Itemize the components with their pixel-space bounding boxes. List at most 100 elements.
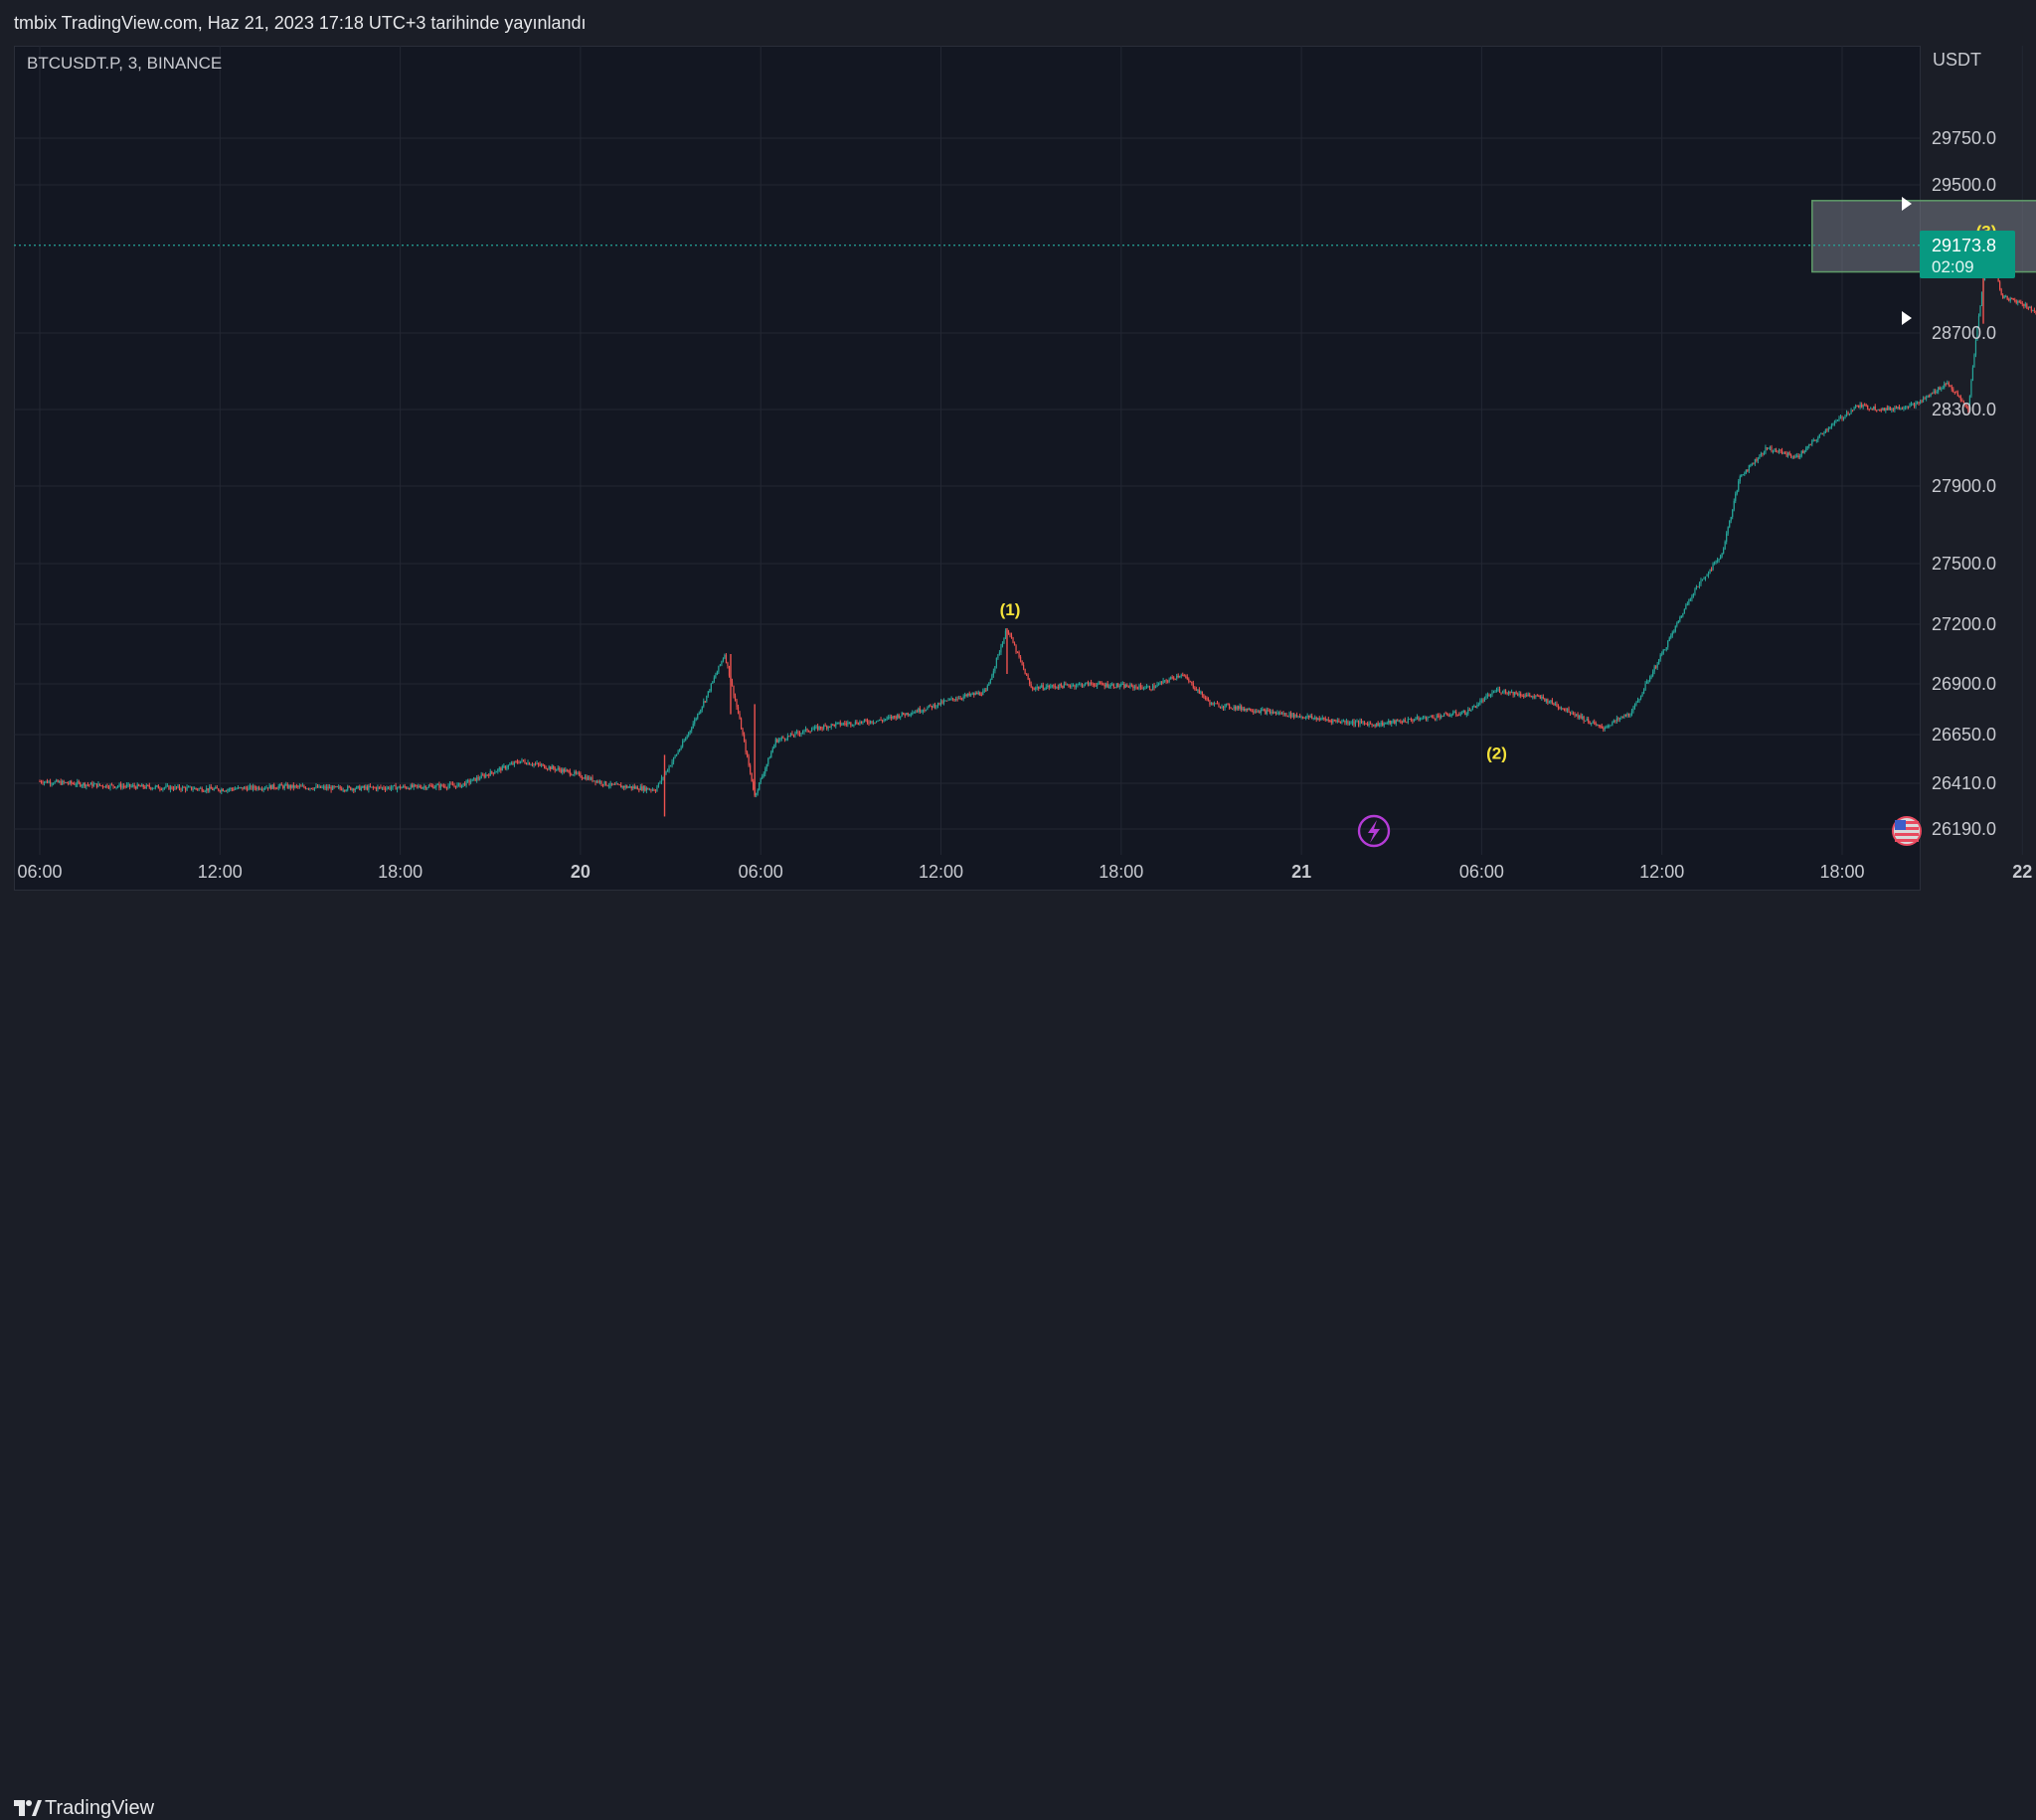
wave-label[interactable]: (2) — [1486, 745, 1507, 763]
candle-body — [322, 786, 325, 788]
candle-body — [1268, 710, 1270, 712]
candle-body — [810, 730, 813, 732]
candle-body — [282, 785, 284, 788]
candle-body — [1356, 721, 1358, 723]
candle-body — [1376, 723, 1378, 727]
candle-body — [1027, 675, 1029, 680]
candle-body — [360, 787, 362, 790]
candle-body — [1706, 575, 1708, 577]
candle-body — [1450, 715, 1452, 717]
candle-body — [387, 786, 390, 788]
candle-body — [743, 734, 746, 742]
candle-body — [671, 761, 673, 766]
candle-body — [1833, 420, 1836, 423]
candle-body — [1909, 404, 1911, 408]
price-chart[interactable]: (1)(2)(3)(4)(5)ABCDE 29750.029500.028700… — [0, 0, 2036, 943]
candle-body — [1103, 684, 1105, 687]
candle-body — [1156, 684, 1158, 687]
candle-body — [43, 781, 46, 784]
candle-body — [953, 699, 955, 701]
lightning-icon[interactable] — [1357, 814, 1391, 848]
candle-body — [71, 780, 73, 784]
candle-body — [1092, 684, 1094, 686]
candle-body — [919, 708, 921, 713]
candle-body — [1115, 683, 1117, 688]
candle-body — [1447, 715, 1449, 717]
candle-body — [1814, 439, 1816, 441]
scroll-arrow-icon[interactable] — [1902, 311, 1912, 325]
candle-body — [1248, 708, 1250, 711]
candle-body — [1238, 706, 1240, 709]
candle-body — [186, 786, 188, 790]
candle-body — [138, 784, 140, 786]
candle-body — [839, 722, 841, 726]
candle-body — [498, 767, 500, 769]
candle-body — [1612, 720, 1614, 723]
candle-body — [1170, 677, 1172, 680]
candle-body — [1030, 684, 1032, 688]
scroll-arrow-icon[interactable] — [1902, 197, 1912, 211]
candle-body — [818, 726, 820, 731]
candle-body — [1148, 686, 1151, 690]
candle-body — [1976, 327, 1978, 341]
candle-body — [845, 723, 847, 725]
candle-body — [509, 764, 511, 766]
candle-body — [704, 701, 706, 703]
chart-frame[interactable] — [14, 46, 1921, 891]
candle-body — [212, 788, 214, 790]
candle-body — [377, 786, 379, 790]
candle-body — [513, 761, 516, 765]
candle-body — [375, 787, 378, 790]
candle-body — [1443, 713, 1445, 717]
candle-body — [1124, 684, 1126, 688]
candle-body — [736, 700, 738, 708]
candle-body — [1650, 676, 1652, 678]
candle-body — [572, 774, 574, 776]
candle-body — [1523, 695, 1525, 697]
candle-body — [1235, 706, 1237, 710]
candle-body — [1013, 642, 1016, 646]
candle-body — [466, 780, 469, 782]
candle-body — [1506, 692, 1508, 694]
candle-body — [2021, 303, 2023, 305]
candle-body — [903, 713, 905, 715]
candle-body — [519, 760, 522, 763]
candle-body — [992, 671, 994, 676]
candle-body — [148, 785, 150, 788]
candle-body — [419, 785, 421, 788]
candle-body — [883, 719, 885, 722]
candle-body — [200, 787, 202, 789]
candle-body — [859, 722, 861, 725]
candle-body — [1047, 685, 1049, 688]
candle-body — [1136, 687, 1139, 690]
candle-body — [1262, 709, 1264, 711]
candle-body — [230, 787, 232, 789]
candle-body — [297, 785, 299, 787]
candle-body — [586, 776, 588, 780]
candle-body — [728, 665, 731, 676]
candle-body — [860, 722, 863, 724]
candle-body — [1802, 450, 1804, 453]
candle-body — [1750, 464, 1752, 466]
us-flag-icon[interactable] — [1892, 816, 1922, 846]
candle-body — [1019, 657, 1022, 661]
candle-body — [1271, 712, 1272, 714]
candle-body — [1200, 691, 1202, 694]
candle-body — [1999, 281, 2001, 289]
wave-label[interactable]: (1) — [1000, 600, 1021, 619]
candle-body — [1371, 724, 1373, 726]
candle-body — [103, 786, 105, 788]
candle-body — [965, 694, 967, 696]
candle-body — [139, 785, 141, 787]
candle-body — [1105, 683, 1107, 687]
symbol-title[interactable]: BTCUSDT.P, 3, BINANCE — [27, 54, 223, 73]
candle-body — [1741, 474, 1743, 477]
candle-body — [1517, 694, 1519, 696]
candle-body — [1932, 393, 1934, 395]
candle-body — [1109, 685, 1111, 687]
candle-body — [1626, 713, 1628, 716]
candle-body — [453, 785, 455, 787]
candle-body — [878, 719, 881, 721]
candle-body — [1501, 692, 1504, 694]
candle-body — [627, 786, 629, 788]
